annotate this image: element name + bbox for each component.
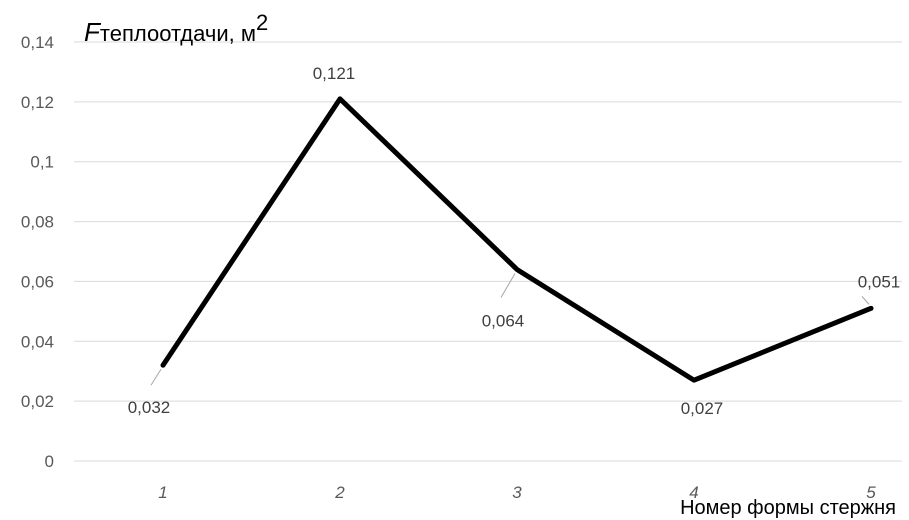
y-tick-label: 0,04: [21, 332, 54, 351]
data-label: 0,051: [858, 272, 901, 291]
data-label: 0,121: [313, 64, 356, 83]
x-axis-ticks: 1 2 3 4 5: [158, 483, 876, 502]
gridlines: [74, 41, 902, 462]
x-tick-label: 2: [334, 483, 345, 502]
data-labels: 0,032 0,121 0,064 0,027 0,051: [128, 64, 901, 418]
data-label: 0,027: [681, 399, 724, 418]
y-axis-title: Fтеплоотдачи, м2: [84, 10, 268, 47]
series: [160, 96, 874, 383]
y-tick-label: 0: [45, 452, 54, 471]
x-axis-title: Номер формы стержня: [680, 497, 896, 519]
y-axis-title-superscript: 2: [256, 10, 268, 35]
data-label-leader: [500, 273, 516, 298]
y-axis-ticks: 0 0,02 0,04 0,06 0,08 0,1 0,12 0,14: [21, 33, 54, 471]
data-label-leader: [861, 296, 870, 305]
y-tick-label: 0,08: [21, 213, 54, 232]
y-tick-label: 0,14: [21, 33, 54, 52]
data-label: 0,064: [482, 311, 525, 330]
series-line: [160, 96, 874, 383]
x-tick-label: 5: [866, 483, 876, 502]
x-tick-label: 3: [512, 483, 522, 502]
label-leaders: [150, 273, 870, 386]
data-label-leader: [150, 368, 162, 386]
y-tick-label: 0,02: [21, 392, 54, 411]
data-label: 0,032: [128, 398, 171, 417]
x-tick-label: 4: [689, 483, 698, 502]
y-tick-label: 0,1: [30, 153, 54, 172]
y-tick-label: 0,12: [21, 93, 54, 112]
y-tick-label: 0,06: [21, 272, 54, 291]
y-axis-title-symbol: F: [84, 17, 102, 47]
x-tick-label: 1: [158, 483, 167, 502]
y-axis-title-text: теплоотдачи, м: [100, 21, 256, 46]
